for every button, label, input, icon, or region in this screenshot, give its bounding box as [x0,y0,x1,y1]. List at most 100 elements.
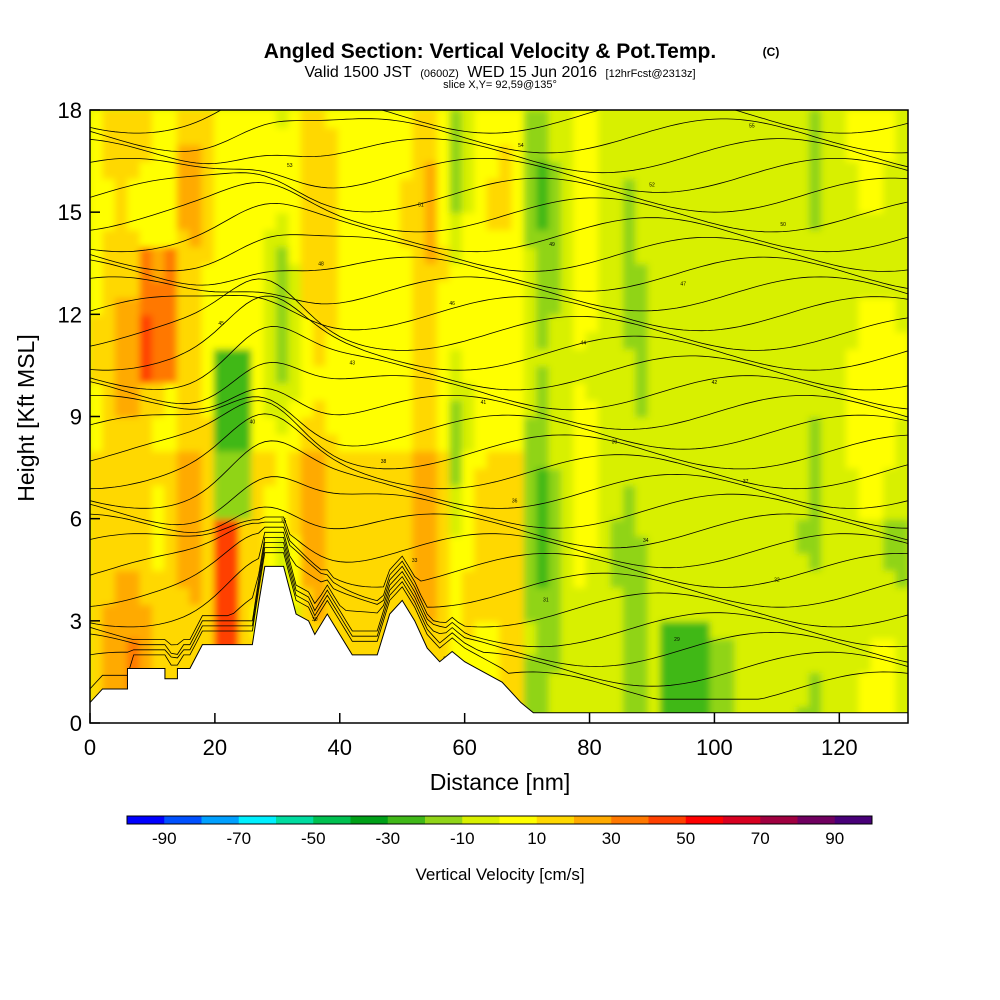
x-tick-label: 100 [696,735,733,760]
isentrope-line [90,234,908,272]
isentrope-line [90,537,908,648]
isentrope-label: 46 [449,301,455,307]
isentrope-label: 37 [743,479,749,485]
colorbar-segment [276,816,314,824]
isentrope-label: 40 [250,420,256,426]
colorbar-segment [574,816,612,824]
isentrope-label: 36 [512,499,518,505]
chart-title-unit: (C) [763,45,780,59]
colorbar-tick-label: 30 [602,829,621,848]
isentrope-label: 34 [643,538,649,544]
colorbar-tick-label: -10 [450,829,475,848]
x-tick-label: 0 [84,735,96,760]
colorbar-segment [201,816,240,824]
isentrope-label: 44 [581,341,587,347]
colorbar-segment [462,816,500,824]
colorbar-segment [238,816,277,824]
x-tick-label: 80 [577,735,601,760]
plot-area: 2728293031323334353637383940414243444546… [90,104,908,723]
isentrope-line [90,506,908,549]
colorbar-segment [127,816,165,824]
y-tick-label: 0 [70,711,82,736]
isentrope-line [90,387,908,430]
isentrope-label: 35 [281,518,287,524]
isentrope-line [90,202,908,253]
x-tick-label: 20 [203,735,227,760]
colorbar-tick-label: 70 [751,829,770,848]
valid-prefix: Valid 1500 JST [304,64,412,81]
colorbar-segment [499,816,538,824]
y-axis: 0 3 6 9 12 15 18 [58,98,100,736]
colorbar-tick-label: -70 [226,829,251,848]
isentrope-label: 51 [418,202,424,208]
isentrope-label: 29 [674,637,680,643]
isentrope-label: 42 [712,380,718,386]
isentrope-line [90,440,908,509]
x-tick-label: 40 [328,735,352,760]
colorbar-segment [611,816,649,824]
colorbar-segment [425,816,463,824]
isentrope-line [90,552,908,700]
isentrope-label: 41 [481,400,487,406]
isentrope-line [90,158,908,193]
isentrope-line [90,516,908,569]
isentrope-line [90,521,908,588]
isentrope-line [90,396,908,450]
isentrope-line [90,400,908,470]
isentrope-line [90,542,908,667]
isentrope-line [90,118,908,154]
colorbar-segment [834,816,873,824]
colorbar-segment [164,816,202,824]
colorbar-tick-label: 50 [676,829,695,848]
isentrope-line [90,476,908,529]
y-tick-label: 12 [58,302,82,327]
isentrope-label: 30 [312,617,318,623]
isentrope-line [90,326,908,391]
colorbar-tick-label: -30 [375,829,400,848]
colorbar-segment [797,816,836,824]
isentrope-label: 48 [318,262,324,268]
isentrope-label: 47 [680,281,686,287]
valid-fcst: [12hrFcst@2313z] [606,68,696,80]
isentrope-label: 52 [649,183,655,189]
colorbar-label: Vertical Velocity [cm/s] [415,865,584,884]
isentrope-line [90,413,908,490]
isentropes: 2728293031323334353637383940414243444546… [90,104,908,700]
isentrope-line [90,531,908,628]
isentrope-label: 45 [218,321,224,327]
isentrope-label: 56 [387,104,393,110]
isentrope-label: 54 [518,143,524,149]
isentrope-line [90,276,908,312]
valid-date: WED 15 Jun 2016 [467,64,597,81]
colorbar-segment [313,816,351,824]
isentrope-line [90,256,908,292]
isentrope-line [90,278,908,351]
chart-title: Angled Section: Vertical Velocity & Pot.… [264,40,716,63]
colorbar-segment [723,816,761,824]
isentrope-label: 38 [381,459,387,465]
y-tick-label: 6 [70,507,82,532]
isentrope-label: 50 [780,222,786,228]
isentrope-line [90,138,908,174]
y-axis-label: Height [Kft MSL] [13,334,39,501]
colorbar-segment [387,816,426,824]
x-axis-label: Distance [nm] [430,769,571,795]
chart-subtitle: Valid 1500 JST (0600Z) WED 15 Jun 2016 [… [304,64,695,81]
slice-label: slice X,Y= 92,59@135° [443,79,557,91]
isentrope-line [90,172,908,213]
isentrope-label: 39 [612,439,618,445]
isentrope-line [90,294,908,332]
y-tick-label: 15 [58,200,82,225]
isentrope-label: 43 [349,360,355,366]
isentrope-label: 31 [543,597,549,603]
colorbar-frame [126,815,873,825]
y-tick-label: 9 [70,405,82,430]
isentrope-label: 55 [749,123,755,129]
valid-utc: (0600Z) [420,68,459,80]
x-tick-label: 60 [452,735,476,760]
isentrope-line [90,295,908,371]
isentrope-label: 33 [412,558,418,564]
colorbar-segment [648,816,687,824]
x-axis: 0 20 40 60 80 100 120 [84,713,858,760]
